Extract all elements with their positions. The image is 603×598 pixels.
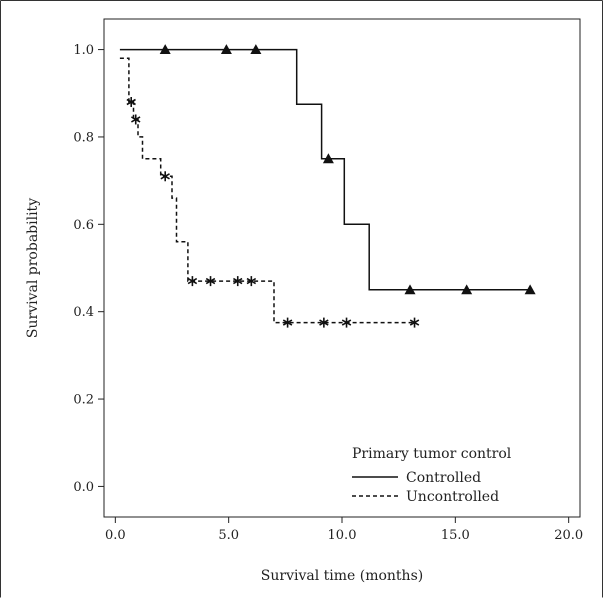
censor-marker-uncontrolled (205, 276, 216, 287)
series-uncontrolled (119, 57, 420, 328)
legend-title: Primary tumor control (352, 446, 512, 462)
y-tick-label: 0.6 (73, 218, 94, 233)
y-axis-title: Survival probability (25, 198, 41, 338)
y-tick-label: 1.0 (73, 43, 94, 58)
x-tick-label: 10.0 (328, 528, 357, 543)
legend-label-controlled: Controlled (406, 470, 481, 486)
y-tick-label: 0.4 (73, 305, 94, 320)
x-tick-label: 15.0 (441, 528, 470, 543)
y-tick-label: 0.0 (73, 480, 94, 495)
series-line-uncontrolled (119, 57, 415, 324)
x-tick-label: 20.0 (554, 528, 583, 543)
censor-marker-controlled (404, 284, 416, 295)
x-tick-label: 5.0 (218, 528, 239, 543)
series-layer (119, 44, 536, 328)
censor-marker-uncontrolled (187, 276, 198, 287)
censor-marker-uncontrolled (160, 171, 170, 182)
plot-area (103, 18, 581, 518)
censor-marker-uncontrolled (126, 97, 136, 107)
legend: Primary tumor control Controlled Uncontr… (352, 446, 512, 505)
legend-label-uncontrolled: Uncontrolled (406, 489, 499, 505)
censor-marker-uncontrolled (246, 276, 257, 287)
y-tick-label: 0.8 (73, 130, 94, 145)
series-controlled (119, 44, 536, 295)
censor-marker-uncontrolled (319, 317, 329, 328)
x-axis-title: Survival time (months) (261, 568, 423, 584)
censor-marker-controlled (220, 44, 232, 54)
censor-marker-uncontrolled (341, 317, 352, 328)
censor-marker-controlled (250, 44, 262, 54)
y-tick-label: 0.2 (73, 393, 94, 408)
series-line-controlled (119, 48, 531, 291)
censor-marker-uncontrolled (233, 276, 243, 287)
censor-marker-controlled (159, 44, 171, 54)
censor-marker-uncontrolled (282, 317, 293, 328)
y-axis: 0.0 0.2 0.4 0.6 0.8 1.0 (73, 43, 104, 495)
censor-marker-controlled (461, 284, 473, 295)
censor-marker-uncontrolled (409, 317, 420, 328)
censor-marker-controlled (322, 153, 334, 164)
censor-marker-uncontrolled (131, 114, 141, 125)
censor-marker-controlled (524, 284, 536, 295)
x-axis: 0.0 5.0 10.0 15.0 20.0 (105, 517, 583, 543)
x-tick-label: 0.0 (105, 528, 126, 543)
